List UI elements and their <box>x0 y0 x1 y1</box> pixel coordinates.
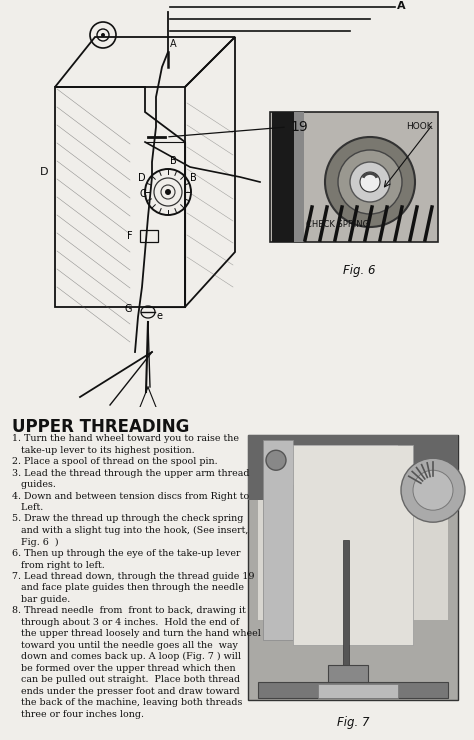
Text: UPPER THREADING: UPPER THREADING <box>12 418 190 437</box>
Bar <box>263 440 293 640</box>
Text: 19: 19 <box>290 120 308 134</box>
Text: D: D <box>138 173 146 183</box>
Bar <box>293 445 413 645</box>
Text: C: C <box>139 189 146 199</box>
Bar <box>248 435 458 500</box>
Text: A: A <box>397 1 406 11</box>
Circle shape <box>360 172 380 192</box>
Bar <box>268 445 398 485</box>
Text: CHECK SPRING: CHECK SPRING <box>306 220 369 229</box>
Circle shape <box>401 458 465 522</box>
Text: A: A <box>170 39 177 49</box>
Text: Fig. 7: Fig. 7 <box>337 716 369 729</box>
Text: Fig. 6: Fig. 6 <box>343 264 375 277</box>
Circle shape <box>350 162 390 202</box>
Text: D: D <box>39 167 48 177</box>
Text: G: G <box>125 304 132 314</box>
Bar <box>140 230 158 242</box>
Text: HOOK: HOOK <box>406 122 433 131</box>
Bar <box>294 112 304 242</box>
Bar <box>248 435 458 700</box>
Bar <box>272 112 294 242</box>
Text: 1. Turn the hand wheel toward you to raise the
   take-up lever to its highest p: 1. Turn the hand wheel toward you to rai… <box>12 434 261 719</box>
Bar <box>258 682 448 698</box>
Circle shape <box>325 137 415 227</box>
Text: B: B <box>170 156 177 166</box>
Bar <box>318 684 398 698</box>
Circle shape <box>165 189 171 195</box>
Text: B: B <box>190 173 197 183</box>
Bar <box>270 112 438 242</box>
Circle shape <box>266 450 286 470</box>
Bar <box>258 445 448 620</box>
Text: F: F <box>128 231 133 241</box>
Circle shape <box>101 33 105 37</box>
Circle shape <box>413 470 453 510</box>
Circle shape <box>338 150 402 214</box>
Text: e: e <box>157 311 163 321</box>
Bar <box>328 665 368 687</box>
Bar <box>343 540 349 670</box>
